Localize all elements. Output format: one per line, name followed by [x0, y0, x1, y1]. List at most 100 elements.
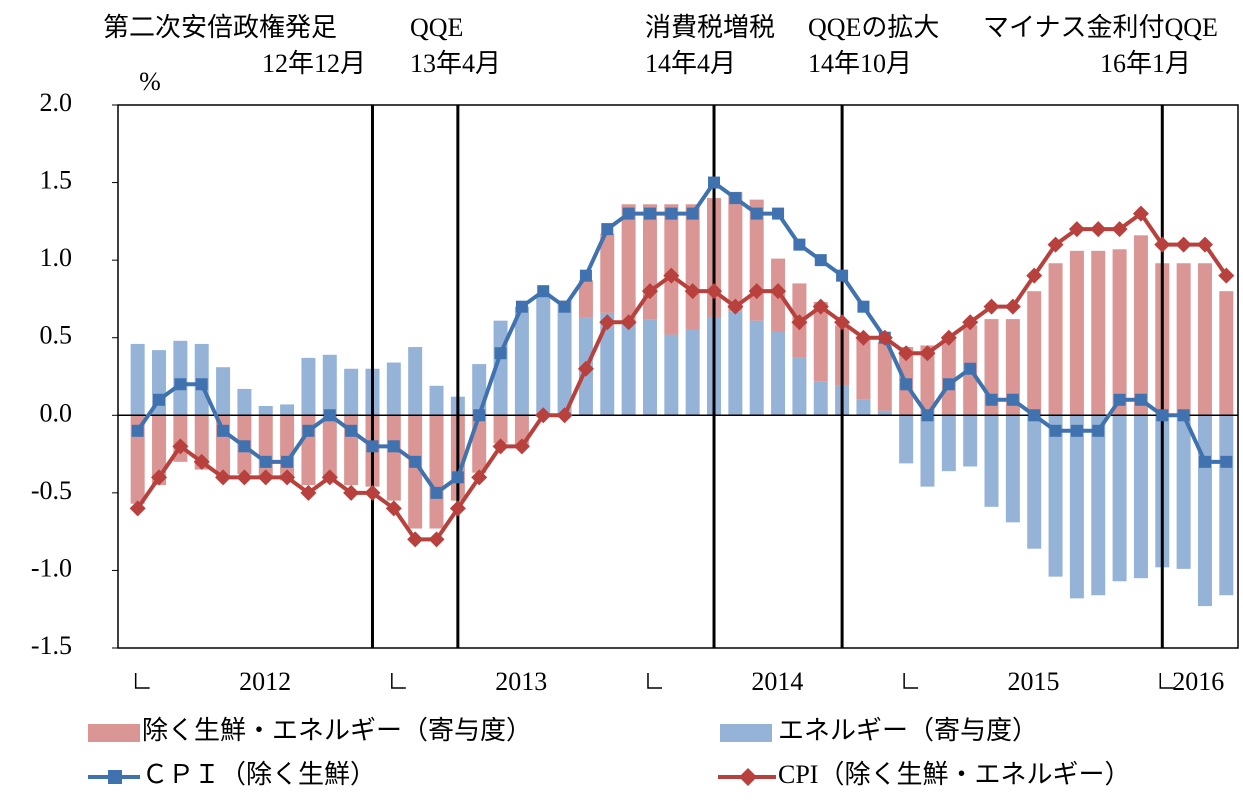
line-marker — [599, 314, 616, 331]
x-group-label: 2014 — [751, 667, 803, 696]
plot-frame — [117, 104, 1239, 649]
line-marker — [1113, 393, 1126, 406]
bar — [1069, 250, 1084, 416]
line-marker — [259, 455, 272, 468]
line-marker — [174, 378, 187, 391]
bar — [1048, 263, 1063, 416]
line-marker — [665, 207, 678, 220]
line-marker — [919, 345, 936, 362]
line-marker — [1006, 393, 1019, 406]
line-marker — [684, 283, 701, 300]
y-tick-label: -0.5 — [31, 476, 72, 505]
bar — [472, 364, 487, 416]
bar — [578, 280, 593, 318]
line-marker — [345, 424, 358, 437]
series-line — [136, 211, 1228, 542]
bar — [792, 357, 807, 416]
bar — [280, 404, 295, 416]
line-marker — [791, 314, 808, 331]
y-axis-label: % — [139, 67, 161, 96]
bar — [920, 345, 935, 416]
bar — [408, 415, 423, 529]
line-marker — [748, 283, 765, 300]
bar — [216, 367, 231, 416]
line-marker — [535, 407, 552, 424]
bar — [1005, 415, 1020, 523]
y-tick-label: 2.0 — [40, 88, 73, 117]
annotation-text: 第二次安倍政権発足 — [103, 13, 337, 42]
bar — [429, 385, 444, 416]
line-marker — [537, 285, 550, 298]
y-tick-label: 1.0 — [40, 243, 73, 272]
line-marker — [151, 469, 168, 486]
legend-label: ＣＰＩ（除く生鮮） — [142, 760, 376, 789]
bar — [173, 340, 188, 416]
line-marker — [876, 329, 893, 346]
line-marker — [729, 192, 742, 205]
line-marker — [622, 207, 635, 220]
line-marker — [601, 223, 614, 236]
bar — [1091, 415, 1106, 596]
bar — [1048, 415, 1063, 577]
bar — [856, 337, 871, 400]
bar — [493, 415, 508, 444]
bar — [920, 415, 935, 487]
line-marker — [131, 424, 144, 437]
bar — [1112, 415, 1127, 582]
legend-marker — [108, 770, 122, 784]
line-marker — [492, 438, 509, 455]
line-marker — [1047, 236, 1064, 253]
bar — [429, 415, 444, 529]
line-marker — [962, 314, 979, 331]
line-marker — [1070, 424, 1083, 437]
annotation-date: 14年4月 — [645, 49, 736, 78]
line-marker — [983, 298, 1000, 315]
line-marker — [643, 207, 656, 220]
line-marker — [1090, 221, 1107, 238]
bar — [728, 311, 743, 416]
bar — [1133, 415, 1148, 579]
line-marker — [577, 360, 594, 377]
line-marker — [663, 267, 680, 284]
bar — [344, 368, 359, 416]
bar — [813, 302, 828, 382]
line-marker — [428, 531, 445, 548]
bar — [322, 415, 337, 481]
bar — [408, 347, 423, 416]
bar — [1069, 415, 1084, 599]
line-marker — [1198, 455, 1211, 468]
bar — [1091, 250, 1106, 416]
bar — [642, 204, 657, 320]
y-tick-label: 0.0 — [40, 398, 73, 427]
annotation-date: 14年10月 — [808, 49, 912, 78]
bar — [749, 320, 764, 416]
line-marker — [300, 484, 317, 501]
bar — [984, 415, 999, 507]
bar — [386, 415, 401, 501]
bar — [664, 334, 679, 416]
line-marker — [770, 283, 787, 300]
line-marker — [238, 440, 251, 453]
line-marker — [407, 531, 424, 548]
annotation-text: 消費税増税 — [645, 13, 775, 42]
x-group-label: 2013 — [495, 667, 547, 696]
line-marker — [1028, 409, 1041, 422]
line-marker — [323, 409, 336, 422]
annotation-text: QQE — [410, 13, 463, 42]
bar — [1219, 415, 1234, 596]
line-marker — [855, 329, 872, 346]
line-marker — [686, 207, 699, 220]
line-marker — [129, 500, 146, 517]
y-tick-label: 0.5 — [40, 321, 73, 350]
annotation-date: 16年1月 — [1100, 49, 1191, 78]
line-marker — [385, 500, 402, 517]
annotation-text: マイナス金利付QQE — [983, 13, 1218, 42]
line-marker — [900, 378, 913, 391]
line-marker — [1004, 298, 1021, 315]
line-marker — [834, 314, 851, 331]
bar — [685, 329, 700, 416]
legend-marker — [739, 768, 757, 786]
line-marker — [1132, 205, 1149, 222]
bar — [1112, 249, 1127, 416]
